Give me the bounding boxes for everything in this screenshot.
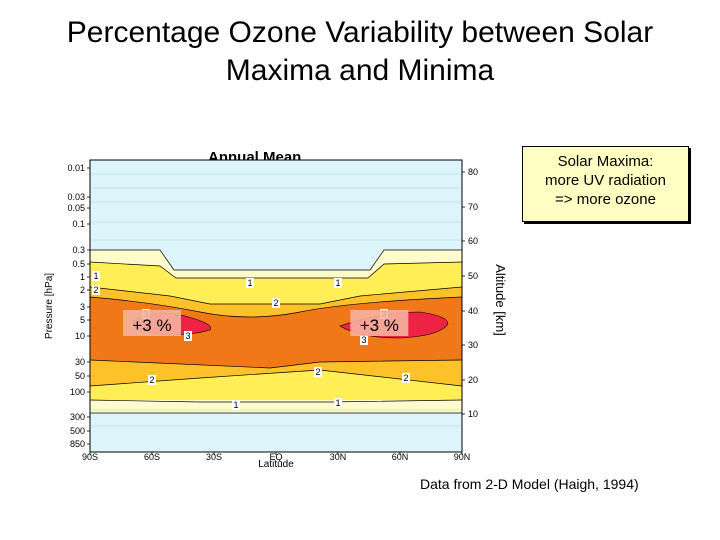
y-tick-label-8: 3 <box>80 302 85 312</box>
y-tick-label-13: 100 <box>70 387 85 397</box>
y-tick-label-0: 0.01 <box>67 163 85 173</box>
contour-label-4: 1 <box>335 398 340 408</box>
contour-label-bg-11 <box>184 331 192 341</box>
contour-label-9: 2 <box>403 373 408 383</box>
contour-label-7: 2 <box>149 375 154 385</box>
y2-axis-label: Altitude [km] <box>493 264 508 336</box>
contour-label-bg-2 <box>334 278 342 288</box>
y-tick-label-4: 0.3 <box>72 245 85 255</box>
contour-line-3b <box>90 359 462 369</box>
contour-label-bg-0 <box>92 271 100 281</box>
y-tick-label-14: 300 <box>70 412 85 422</box>
band-lt1-bottom <box>90 400 462 413</box>
y-tick-label-7: 2 <box>80 285 85 295</box>
annotation-label-1: +3 % <box>360 316 399 335</box>
y2-tick-label-1: 70 <box>468 202 478 212</box>
plot-area <box>90 160 462 452</box>
contour-label-8: 2 <box>315 367 320 377</box>
annotation-box-1 <box>350 310 409 336</box>
contour-label-bg-5 <box>92 285 100 295</box>
contour-label-bg-3 <box>232 400 240 410</box>
y-tick-label-9: 5 <box>80 315 85 325</box>
data-credit: Data from 2-D Model (Haigh, 1994) <box>420 476 639 492</box>
contour-label-bg-9 <box>402 373 410 383</box>
contour-label-11: 3 <box>185 331 190 341</box>
y-axis-label: Pressure [hPa] <box>44 273 55 339</box>
solar-maxima-note: Solar Maxima: more UV radiation => more … <box>522 146 689 222</box>
y-tick-label-12: 50 <box>75 371 85 381</box>
x-tick-label-3: EQ <box>269 452 282 462</box>
y-tick-label-1: 0.03 <box>67 192 85 202</box>
note-line-2: more UV radiation <box>545 172 666 189</box>
y2-tick-label-0: 80 <box>468 167 478 177</box>
contour-label-bg-13 <box>360 335 368 345</box>
y-tick-label-16: 850 <box>70 439 85 449</box>
y2-tick-label-3: 50 <box>468 271 478 281</box>
contour-line-1b <box>90 399 462 403</box>
y-tick-label-2: 0.05 <box>67 203 85 213</box>
contour-label-bg-4 <box>334 398 342 408</box>
y-tick-label-6: 1 <box>80 272 85 282</box>
y2-tick-label-7: 10 <box>468 409 478 419</box>
x-tick-label-6: 90N <box>454 452 471 462</box>
contour-line-2b <box>90 369 462 387</box>
y2-tick-label-5: 30 <box>468 340 478 350</box>
contour-label-13: 3 <box>361 335 366 345</box>
contour-label-1: 1 <box>247 278 252 288</box>
contour-label-3: 1 <box>233 400 238 410</box>
x-tick-label-0: 90S <box>82 452 98 462</box>
y-tick-label-11: 30 <box>75 357 85 367</box>
y2-tick-label-4: 40 <box>468 306 478 316</box>
y2-tick-label-2: 60 <box>468 236 478 246</box>
slide-title-line-1: Percentage Ozone Variability between Sol… <box>66 16 654 49</box>
y-tick-label-15: 500 <box>70 426 85 436</box>
x-tick-label-2: 30S <box>206 452 222 462</box>
contour-line-0a <box>90 249 462 271</box>
y-tick-label-10: 10 <box>75 331 85 341</box>
x-tick-label-1: 60S <box>144 452 160 462</box>
contour-label-2: 1 <box>335 278 340 288</box>
contour-label-5: 2 <box>93 285 98 295</box>
y-tick-label-3: 0.1 <box>72 219 85 229</box>
contour-label-bg-8 <box>314 367 322 377</box>
contour-label-0: 1 <box>93 271 98 281</box>
note-line-3: => more ozone <box>555 191 656 208</box>
y-tick-label-5: 0.5 <box>72 259 85 269</box>
y2-tick-label-6: 20 <box>468 375 478 385</box>
note-line-1: Solar Maxima: <box>557 153 654 170</box>
slide-title-line-2: Maxima and Minima <box>225 54 495 87</box>
contour-label-6: 2 <box>273 298 278 308</box>
contour-line-2a <box>90 286 462 305</box>
x-tick-label-5: 60N <box>392 452 409 462</box>
slide-title: Percentage Ozone Variability between Sol… <box>0 14 720 90</box>
contour-label-bg-7 <box>148 375 156 385</box>
contour-label-bg-1 <box>246 278 254 288</box>
contour-line-3a <box>90 296 462 318</box>
annotation-label-0: +3 % <box>132 316 171 335</box>
annotation-box-0 <box>123 310 181 336</box>
x-axis-label: Latitude <box>258 459 294 470</box>
x-tick-label-4: 30N <box>330 452 347 462</box>
contour-label-bg-6 <box>272 298 280 308</box>
contour-line-1a <box>90 261 462 279</box>
band-1-2-bottom <box>90 370 462 400</box>
